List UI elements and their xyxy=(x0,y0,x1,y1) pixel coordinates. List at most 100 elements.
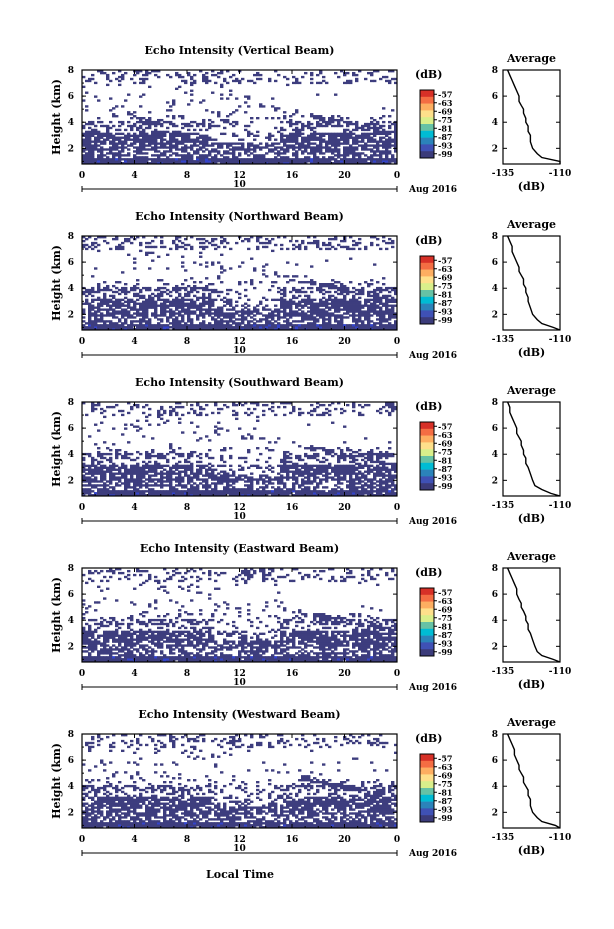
echo-cell xyxy=(85,154,89,157)
echo-cell xyxy=(130,324,134,327)
echo-cell xyxy=(211,468,215,471)
echo-cell xyxy=(118,79,122,83)
echo-cell xyxy=(388,314,392,317)
echo-cell xyxy=(124,478,128,481)
echo-cell xyxy=(190,466,194,469)
echo-cell xyxy=(298,294,302,298)
echo-cell xyxy=(85,160,89,163)
echo-cell xyxy=(142,130,146,134)
echo-cell xyxy=(265,490,269,493)
echo-cell xyxy=(358,162,362,165)
echo-cell xyxy=(112,134,116,137)
echo-cell xyxy=(220,480,224,483)
echo-cell xyxy=(241,148,245,151)
echo-cell xyxy=(157,120,161,124)
echo-cell xyxy=(322,158,326,161)
echo-cell xyxy=(139,296,143,300)
echo-cell xyxy=(349,257,353,260)
echo-cell xyxy=(196,314,200,317)
echo-cell xyxy=(379,132,383,136)
echo-cell xyxy=(94,237,98,241)
echo-cell xyxy=(364,154,368,157)
echo-cell xyxy=(334,237,338,241)
echo-cell xyxy=(385,488,389,491)
echo-cell xyxy=(142,318,146,321)
echo-cell xyxy=(211,316,215,319)
echo-cell xyxy=(265,484,269,487)
echo-cell xyxy=(88,328,92,331)
echo-cell xyxy=(94,241,98,245)
echo-cell xyxy=(103,138,107,141)
echo-cell xyxy=(103,160,107,163)
echo-cell xyxy=(223,328,227,331)
echo-cell xyxy=(355,79,359,83)
echo-cell xyxy=(226,97,230,100)
echo-cell xyxy=(190,494,194,497)
echo-cell xyxy=(124,296,128,300)
echo-cell xyxy=(82,162,86,165)
echo-cell xyxy=(94,136,98,139)
echo-cell xyxy=(274,79,278,83)
echo-cell xyxy=(352,162,356,165)
echo-cell xyxy=(355,124,359,128)
echo-cell xyxy=(133,466,137,469)
echo-cell xyxy=(127,484,131,487)
echo-cell xyxy=(220,318,224,321)
echo-cell xyxy=(163,298,167,302)
echo-cell xyxy=(184,132,188,136)
echo-cell xyxy=(193,81,197,85)
echo-cell xyxy=(250,152,254,155)
echo-cell xyxy=(139,241,143,245)
echo-cell xyxy=(352,160,356,163)
echo-cell xyxy=(211,492,215,495)
echo-cell xyxy=(157,490,161,493)
echo-cell xyxy=(154,134,158,137)
echo-cell xyxy=(151,148,155,151)
echo-cell xyxy=(328,312,332,315)
echo-cell xyxy=(262,326,266,329)
echo-cell xyxy=(124,314,128,317)
echo-cell xyxy=(361,148,365,151)
echo-cell xyxy=(253,158,257,161)
echo-cell xyxy=(127,290,131,294)
echo-cell xyxy=(160,482,164,485)
echo-cell xyxy=(343,474,347,477)
echo-cell xyxy=(259,105,263,108)
echo-cell xyxy=(190,236,194,239)
echo-cell xyxy=(262,494,266,497)
echo-cell xyxy=(142,312,146,315)
echo-cell xyxy=(172,322,176,325)
echo-cell xyxy=(250,324,254,327)
echo-cell xyxy=(301,324,305,327)
echo-cell xyxy=(88,482,92,485)
echo-cell xyxy=(100,158,104,161)
echo-cell xyxy=(106,320,110,323)
echo-cell xyxy=(115,158,119,161)
echo-cell xyxy=(277,117,281,120)
echo-cell xyxy=(232,316,236,319)
echo-cell xyxy=(181,486,185,489)
echo-cell xyxy=(385,146,389,149)
echo-cell xyxy=(103,322,107,325)
echo-cell xyxy=(343,478,347,481)
echo-cell xyxy=(385,304,389,307)
echo-cell xyxy=(286,470,290,473)
echo-cell xyxy=(169,486,173,489)
echo-cell xyxy=(127,478,131,481)
echo-cell xyxy=(307,156,311,159)
echo-cell xyxy=(379,152,383,155)
echo-cell xyxy=(190,77,194,81)
echo-cell xyxy=(340,283,344,286)
echo-cell xyxy=(385,286,389,290)
echo-cell xyxy=(148,464,152,468)
echo-cell xyxy=(337,75,341,79)
echo-cell xyxy=(190,286,194,290)
echo-cell xyxy=(280,324,284,327)
echo-cell xyxy=(94,470,98,473)
echo-cell xyxy=(136,476,140,479)
echo-cell xyxy=(385,144,389,147)
echo-cell xyxy=(187,328,191,331)
echo-cell xyxy=(154,136,158,139)
echo-cell xyxy=(103,478,107,481)
echo-cell xyxy=(241,326,245,329)
